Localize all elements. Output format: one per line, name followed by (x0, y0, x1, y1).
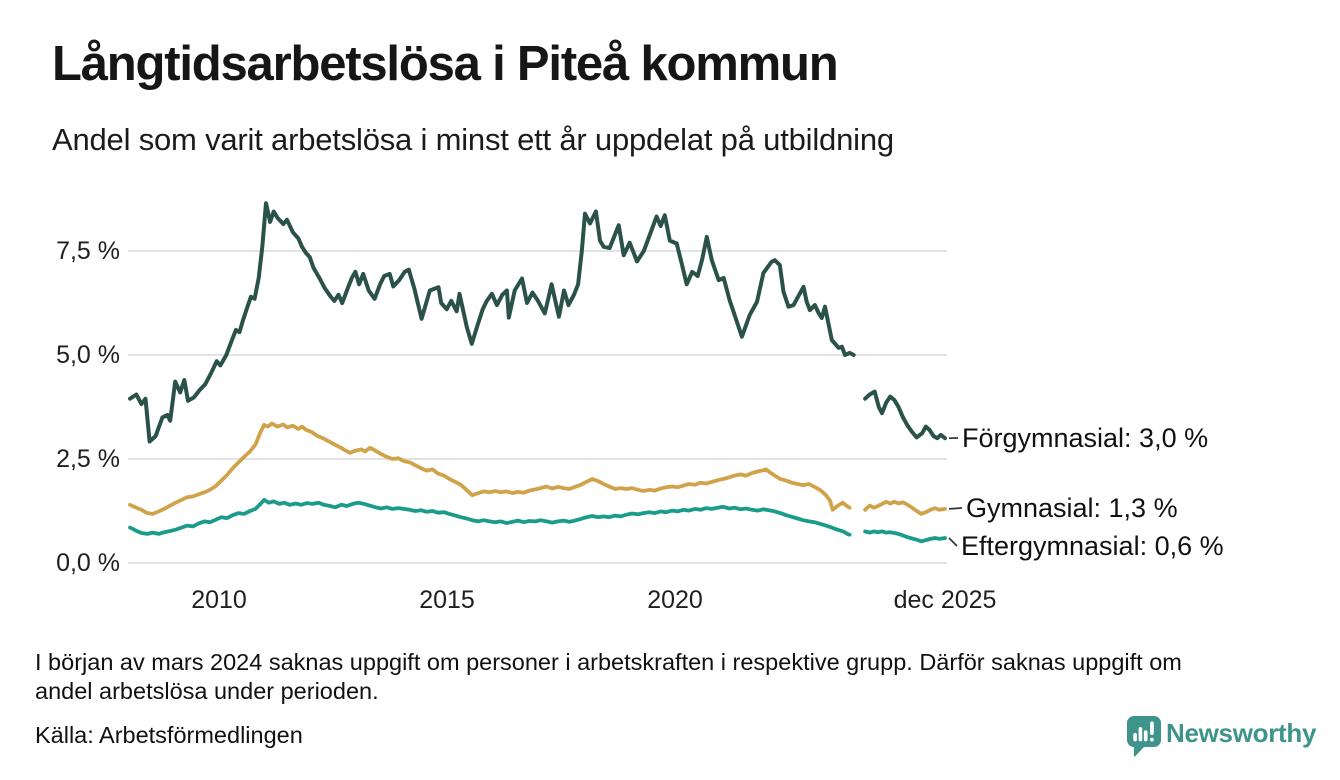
x-axis-tick-label: 2010 (191, 586, 247, 614)
series-line-eftergymnasial (128, 497, 852, 537)
newsworthy-logo-text: Newsworthy (1166, 718, 1317, 748)
legend-label-gymnasial: Gymnasial: 1,3 % (966, 493, 1178, 523)
page-subtitle: Andel som varit arbetslösa i minst ett å… (52, 122, 894, 157)
y-axis-tick-label: 7,5 % (56, 237, 120, 265)
x-axis-tick-label: 2020 (647, 586, 703, 614)
legend-label-eftergymnasial: Eftergymnasial: 0,6 % (961, 531, 1224, 561)
x-axis-tick-label: dec 2025 (893, 586, 997, 614)
legend-connector-gymnasial (948, 507, 963, 510)
source-label: Källa: Arbetsförmedlingen (35, 722, 303, 748)
x-axis-tick-label: 2015 (419, 586, 475, 614)
series-line-forgymnasial (863, 389, 947, 441)
footnote-line-2: andel arbetslösa under perioden. (35, 677, 379, 704)
series-line-eftergymnasial (863, 529, 947, 544)
y-axis-tick-label: 2,5 % (56, 445, 120, 473)
newsworthy-bubble-chart-icon (1127, 716, 1161, 757)
series-line-gymnasial (128, 421, 852, 516)
y-axis-tick-label: 5,0 % (56, 341, 120, 369)
series-line-forgymnasial (128, 201, 856, 444)
legend-connector-eftergymnasial (948, 537, 958, 547)
page-title: Långtidsarbetslösa i Piteå kommun (52, 37, 839, 91)
legend-label-forgymnasial: Förgymnasial: 3,0 % (962, 423, 1209, 453)
footnote: I början av mars 2024 saknas uppgift om … (35, 648, 1182, 705)
series-line-gymnasial (863, 499, 947, 516)
y-axis-tick-label: 0,0 % (56, 549, 120, 577)
newsworthy-brand: Newsworthy (1126, 713, 1326, 763)
footnote-line-1: I början av mars 2024 saknas uppgift om … (35, 649, 1182, 675)
